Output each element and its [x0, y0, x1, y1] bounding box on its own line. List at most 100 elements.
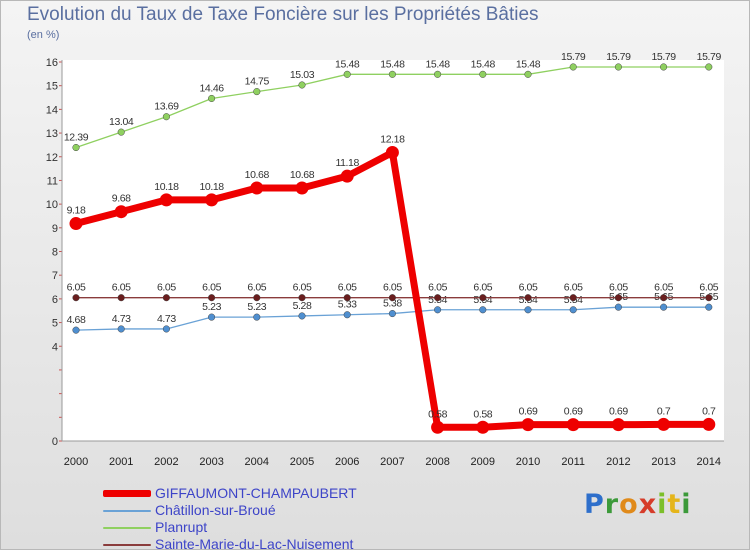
y-tick-label: 9 — [52, 223, 58, 235]
data-point — [385, 145, 399, 159]
legend-label: Sainte-Marie-du-Lac-Nuisement — [155, 536, 354, 550]
data-label: 15.48 — [516, 58, 541, 70]
data-label: 0.69 — [609, 406, 628, 418]
legend-swatch — [103, 544, 151, 546]
data-point — [298, 312, 306, 320]
data-point — [69, 217, 83, 231]
data-point — [253, 88, 261, 96]
data-point — [434, 306, 442, 314]
data-point — [705, 294, 713, 302]
y-tick-label: 16 — [46, 57, 58, 69]
data-point — [343, 70, 351, 78]
data-label: 10.68 — [245, 169, 270, 181]
chart-title: Evolution du Taux de Taxe Foncière sur l… — [27, 4, 539, 25]
data-point — [569, 63, 577, 71]
data-point — [702, 417, 716, 431]
y-tick-label: 5 — [52, 318, 58, 330]
y-tick-label: 6 — [52, 294, 58, 306]
data-label: 12.18 — [380, 133, 405, 145]
data-label: 0.7 — [702, 405, 716, 417]
x-tick-label: 2009 — [471, 456, 495, 468]
legend-swatch — [103, 527, 151, 529]
proxiti-logo: Proxiti — [584, 489, 692, 520]
data-point — [388, 294, 396, 302]
data-point — [343, 311, 351, 319]
data-label: 6.05 — [654, 282, 673, 294]
unit-label: (en %) — [27, 29, 60, 41]
data-point — [72, 326, 80, 334]
legend-swatch — [103, 490, 151, 497]
data-point — [705, 303, 713, 311]
data-point — [434, 70, 442, 78]
x-tick-label: 2003 — [199, 456, 223, 468]
y-tick-label: 14 — [46, 104, 58, 116]
y-tick-label: 7 — [52, 270, 58, 282]
y-tick-label: 10 — [46, 199, 58, 211]
data-label: 9.68 — [112, 193, 131, 205]
x-tick-label: 2013 — [651, 456, 675, 468]
data-label: 6.05 — [519, 282, 538, 294]
data-point — [614, 63, 622, 71]
data-label: 6.05 — [157, 282, 176, 294]
y-tick-label: 4 — [52, 341, 58, 353]
data-label: 10.18 — [154, 181, 179, 193]
data-point — [343, 294, 351, 302]
data-label: 10.68 — [290, 169, 315, 181]
data-point — [569, 306, 577, 314]
data-label: 0.58 — [428, 408, 447, 420]
x-tick-label: 2008 — [425, 456, 449, 468]
data-label: 6.05 — [564, 282, 583, 294]
data-point — [340, 169, 354, 183]
data-label: 15.79 — [561, 51, 586, 63]
data-point — [253, 313, 261, 321]
data-label: 5.23 — [247, 301, 266, 313]
data-point — [660, 303, 668, 311]
data-point — [614, 294, 622, 302]
x-tick-label: 2005 — [290, 456, 314, 468]
data-point — [208, 94, 216, 103]
data-label: 15.48 — [471, 58, 496, 70]
data-label: 6.05 — [293, 282, 312, 294]
x-tick-label: 2006 — [335, 456, 359, 468]
data-point — [162, 113, 170, 121]
data-label: 6.05 — [609, 282, 628, 294]
y-tick-label: 12 — [46, 152, 58, 164]
data-point — [250, 181, 264, 195]
data-label: 15.03 — [290, 69, 315, 81]
x-tick-label: 2001 — [109, 456, 133, 468]
data-point — [524, 70, 532, 78]
data-label: 6.05 — [247, 282, 266, 294]
data-point — [521, 418, 535, 432]
legend-label: GIFFAUMONT-CHAMPAUBERT — [155, 485, 357, 501]
data-point — [569, 294, 577, 302]
data-label: 15.79 — [697, 51, 722, 63]
data-point — [705, 63, 713, 71]
data-label: 12.39 — [64, 132, 89, 144]
x-tick-label: 2011 — [561, 456, 585, 468]
data-point — [162, 325, 170, 333]
data-label: 10.18 — [199, 181, 224, 193]
x-tick-label: 2004 — [245, 456, 269, 468]
data-point — [208, 313, 216, 321]
data-label: 0.69 — [564, 406, 583, 418]
data-point — [479, 70, 487, 78]
data-point — [72, 143, 80, 152]
data-label: 15.48 — [335, 58, 360, 70]
data-label: 0.69 — [519, 406, 538, 418]
data-point — [208, 294, 216, 302]
data-label: 13.69 — [154, 101, 179, 113]
data-label: 6.05 — [428, 282, 447, 294]
data-label: 13.04 — [109, 116, 134, 128]
data-point — [295, 181, 309, 195]
data-point — [298, 294, 306, 302]
legend-label: Planrupt — [155, 519, 208, 535]
x-tick-label: 2010 — [516, 456, 540, 468]
data-label: 14.46 — [199, 82, 224, 94]
data-point — [524, 294, 532, 302]
data-point — [524, 306, 532, 314]
x-tick-label: 2007 — [380, 456, 404, 468]
y-tick-label: 11 — [47, 175, 58, 187]
data-point — [431, 420, 445, 434]
